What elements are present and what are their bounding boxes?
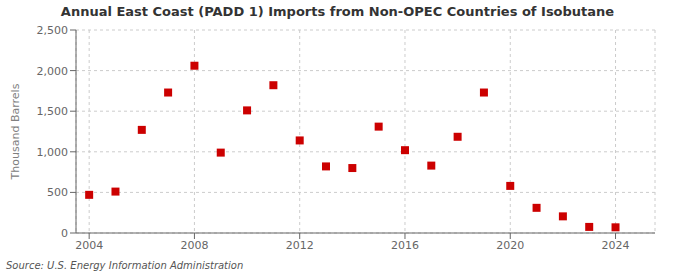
svg-text:2012: 2012 (286, 239, 314, 252)
svg-text:Thousand Barrels: Thousand Barrels (9, 83, 22, 180)
svg-text:2004: 2004 (75, 239, 103, 252)
svg-text:500: 500 (47, 186, 68, 199)
svg-text:2016: 2016 (391, 239, 419, 252)
svg-text:1,500: 1,500 (37, 105, 69, 118)
svg-text:2,500: 2,500 (37, 24, 69, 37)
svg-text:2,000: 2,000 (37, 65, 69, 78)
html-text:Annual East Coast (PADD 1) Imp: Annual East Coast (PADD 1) Imports from … (60, 4, 615, 19)
svg-text:0: 0 (61, 227, 68, 240)
svg-text:2008: 2008 (180, 239, 208, 252)
svg-text:1,000: 1,000 (37, 146, 69, 159)
svg-text:2024: 2024 (602, 239, 630, 252)
html-text:Source: U.S. Energy Informatio: Source: U.S. Energy Information Administ… (6, 260, 244, 271)
svg-text:2020: 2020 (496, 239, 524, 252)
